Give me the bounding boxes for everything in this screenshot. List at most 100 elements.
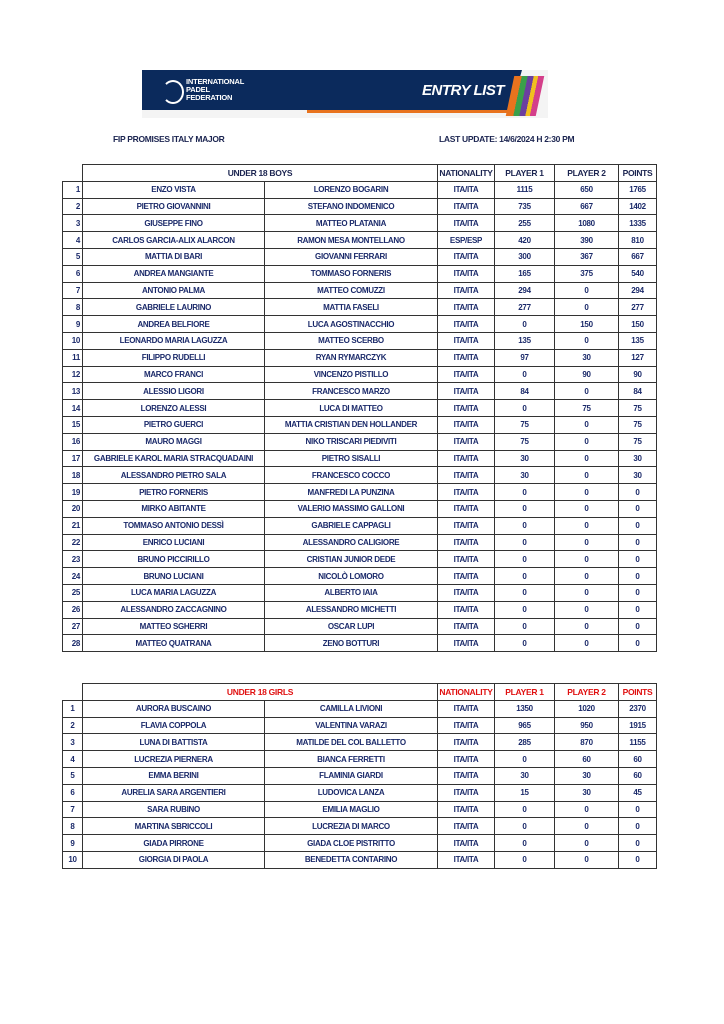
rank: 5 <box>62 766 83 785</box>
nationality: ESP/ESP <box>437 231 495 249</box>
player1-points: 0 <box>494 817 555 836</box>
player1-points: 965 <box>494 716 555 735</box>
total-points: 0 <box>618 550 657 569</box>
rank: 17 <box>62 449 83 468</box>
player2-points: 0 <box>554 800 619 819</box>
player2-name: GIADA CLOE PISTRITTO <box>264 834 438 852</box>
player2-points: 0 <box>554 634 619 653</box>
nationality: ITA/ITA <box>437 483 495 501</box>
points-header: POINTS <box>618 683 657 701</box>
table-row: 2 PIETRO GIOVANNINI STEFANO INDOMENICO ITA/… <box>62 197 657 216</box>
player1-points: 300 <box>494 247 555 266</box>
player2-points: 0 <box>554 600 619 619</box>
player2-points: 150 <box>554 315 619 333</box>
header-banner: INTERNATIONAL PADEL FEDERATION ENTRY LIS… <box>142 70 548 118</box>
player2-points: 0 <box>554 550 619 569</box>
player1-points: 1115 <box>494 180 555 199</box>
player1-points: 75 <box>494 432 555 451</box>
nationality: ITA/ITA <box>437 449 495 468</box>
total-points: 30 <box>618 466 657 485</box>
rank: 18 <box>62 466 83 485</box>
player1-name: GIADA PIRRONE <box>82 834 265 852</box>
rank: 10 <box>62 331 83 350</box>
player1-name: ANDREA MANGIANTE <box>82 264 265 283</box>
player2-points: 0 <box>554 432 619 451</box>
player2-name: TOMMASO FORNERIS <box>264 264 438 283</box>
total-points: 75 <box>618 399 657 417</box>
player1-points: 0 <box>494 600 555 619</box>
total-points: 0 <box>618 533 657 552</box>
player2-points: 0 <box>554 382 619 401</box>
player1-points: 0 <box>494 399 555 417</box>
rank: 12 <box>62 365 83 384</box>
player2-name: PIETRO SISALLI <box>264 449 438 468</box>
girls-entry-table: UNDER 18 GIRLS NATIONALITY PLAYER 1 PLAY… <box>62 683 657 869</box>
player1-header: PLAYER 1 <box>494 164 555 182</box>
rank: 16 <box>62 432 83 451</box>
rank: 9 <box>62 834 83 852</box>
table-row: 28 MATTEO QUATRANA ZENO BOTTURI ITA/ITA 0 0 0 <box>62 634 657 653</box>
table-row: 27 MATTEO SGHERRI OSCAR LUPI ITA/ITA 0 0 0 <box>62 617 657 636</box>
player2-name: MANFREDI LA PUNZINA <box>264 483 438 501</box>
player1-name: SARA RUBINO <box>82 800 265 819</box>
nationality: ITA/ITA <box>437 750 495 768</box>
total-points: 277 <box>618 298 657 317</box>
nationality-header: NATIONALITY <box>437 683 495 701</box>
table-row: 16 MAURO MAGGI NIKO TRISCARI PIEDIVITI ITA/… <box>62 432 657 451</box>
player1-points: 735 <box>494 197 555 216</box>
banner-accent-line <box>307 110 517 113</box>
total-points: 1765 <box>618 180 657 199</box>
rank: 11 <box>62 348 83 367</box>
nationality: ITA/ITA <box>437 197 495 216</box>
player1-name: FILIPPO RUDELLI <box>82 348 265 367</box>
player1-points: 255 <box>494 214 555 233</box>
nationality-header: NATIONALITY <box>437 164 495 182</box>
table-row: 5 MATTIA DI BARI GIOVANNI FERRARI ITA/ITA 30… <box>62 247 657 266</box>
player2-name: OSCAR LUPI <box>264 617 438 636</box>
event-name: FIP PROMISES ITALY MAJOR <box>113 134 225 144</box>
table-row: 11 FILIPPO RUDELLI RYAN RYMARCZYK ITA/ITA 97… <box>62 348 657 367</box>
rank: 28 <box>62 634 83 653</box>
player1-name: BRUNO PICCIRILLO <box>82 550 265 569</box>
player2-points: 667 <box>554 197 619 216</box>
table-row: 3 GIUSEPPE FINO MATTEO PLATANIA ITA/ITA 255 1… <box>62 214 657 233</box>
player2-points: 0 <box>554 298 619 317</box>
table-row: 25 LUCA MARIA LAGUZZA ALBERTO IAIA ITA/ITA 0… <box>62 583 657 602</box>
player2-name: LUCREZIA DI MARCO <box>264 817 438 836</box>
category-title: UNDER 18 GIRLS <box>82 683 438 701</box>
player2-name: RAMON MESA MONTELLANO <box>264 231 438 249</box>
player1-name: MIRKO ABITANTE <box>82 499 265 518</box>
player1-name: PIETRO GUERCI <box>82 415 265 434</box>
nationality: ITA/ITA <box>437 365 495 384</box>
table-row: 17 GABRIELE KAROL MARIA STRACQUADAINI PIET… <box>62 449 657 468</box>
player2-points: 367 <box>554 247 619 266</box>
nationality: ITA/ITA <box>437 617 495 636</box>
total-points: 84 <box>618 382 657 401</box>
player2-name: MATTEO PLATANIA <box>264 214 438 233</box>
player1-points: 165 <box>494 264 555 283</box>
nationality: ITA/ITA <box>437 800 495 819</box>
total-points: 127 <box>618 348 657 367</box>
rank: 7 <box>62 800 83 819</box>
player1-header: PLAYER 1 <box>494 683 555 701</box>
player2-points: 0 <box>554 415 619 434</box>
player1-name: ANTONIO PALMA <box>82 281 265 300</box>
table-row: 8 MARTINA SBRICCOLI LUCREZIA DI MARCO ITA/I… <box>62 817 657 836</box>
category-title: UNDER 18 BOYS <box>82 164 438 182</box>
nationality: ITA/ITA <box>437 550 495 569</box>
rank: 22 <box>62 533 83 552</box>
total-points: 75 <box>618 432 657 451</box>
player2-points: 1080 <box>554 214 619 233</box>
player2-name: CRISTIAN JUNIOR DEDE <box>264 550 438 569</box>
rank: 5 <box>62 247 83 266</box>
table-row: 6 AURELIA SARA ARGENTIERI LUDOVICA LANZA IT… <box>62 783 657 802</box>
player1-points: 15 <box>494 783 555 802</box>
player1-points: 0 <box>494 800 555 819</box>
total-points: 0 <box>618 617 657 636</box>
total-points: 0 <box>618 817 657 836</box>
player1-name: MARCO FRANCI <box>82 365 265 384</box>
player2-points: 650 <box>554 180 619 199</box>
player2-points: 0 <box>554 567 619 585</box>
nationality: ITA/ITA <box>437 247 495 266</box>
total-points: 30 <box>618 449 657 468</box>
